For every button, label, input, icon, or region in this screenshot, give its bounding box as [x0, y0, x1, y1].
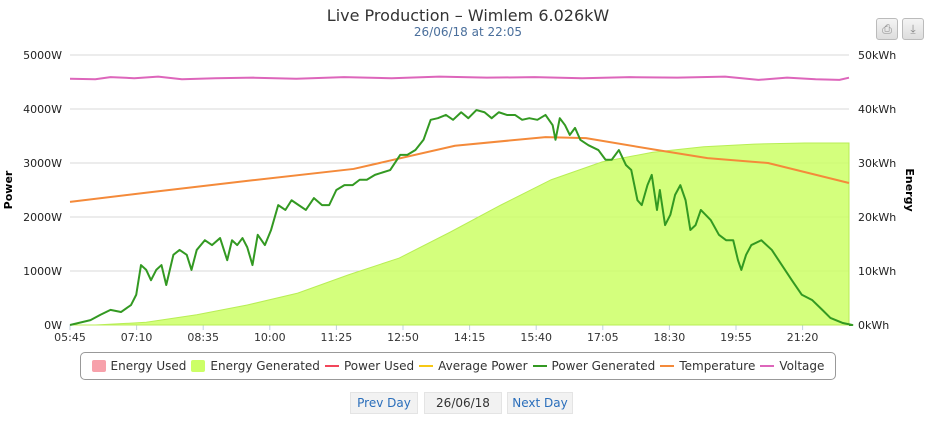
chart: 0W 0kWh 1000W 10kWh 2000W 20kWh 3000W 30kWh 4000…: [2, 49, 916, 344]
x-tick-label: 19:55: [720, 331, 752, 344]
y-tick-label: 1000W: [23, 265, 62, 278]
date-field[interactable]: 26/06/18: [424, 392, 502, 414]
legend-item[interactable]: Temperature: [660, 359, 755, 373]
y2-tick-label: 30kWh: [858, 157, 896, 170]
x-tick-label: 12:50: [387, 331, 419, 344]
energy-generated-area: [70, 142, 850, 326]
legend-symbol: [91, 360, 106, 372]
y-tick-label: 4000W: [23, 103, 62, 116]
print-button[interactable]: ⎙: [876, 18, 898, 40]
y2-axis-title: Energy: [903, 168, 916, 211]
y-tick-label: 3000W: [23, 157, 62, 170]
legend-label: Temperature: [679, 359, 756, 373]
legend-symbol: [660, 365, 675, 367]
x-tick-label: 10:00: [254, 331, 286, 344]
voltage-line: [69, 75, 850, 81]
legend-symbol: [532, 365, 547, 367]
download-icon: ⤓: [910, 22, 916, 36]
x-tick-label: 17:05: [587, 331, 619, 344]
x-tick-label: 11:25: [321, 331, 353, 344]
x-tick-label: 08:35: [187, 331, 219, 344]
x-tick-label: 18:30: [654, 331, 686, 344]
y2-tick-label: 40kWh: [858, 103, 896, 116]
x-tick-label: 21:20: [787, 331, 819, 344]
x-tick-label: 14:15: [454, 331, 486, 344]
download-button[interactable]: ⤓: [902, 18, 924, 40]
temperature-line: [69, 136, 850, 203]
y-tick-label: 5000W: [23, 49, 62, 62]
legend-item[interactable]: Power Used: [324, 359, 415, 373]
legend-label: Power Used: [343, 359, 415, 373]
legend: Energy Used Energy Generated Power Used Ave…: [80, 352, 836, 380]
y2-tick-label: 10kWh: [858, 265, 896, 278]
legend-item[interactable]: Energy Generated: [191, 359, 320, 373]
legend-symbol: [324, 365, 339, 367]
y-tick-label: 2000W: [23, 211, 62, 224]
legend-symbol: [760, 365, 775, 367]
chart-title: Live Production – Wimlem 6.026kW: [326, 6, 610, 25]
x-tick-label: 15:40: [520, 331, 552, 344]
legend-label: Energy Used: [110, 359, 187, 373]
legend-item[interactable]: Voltage: [760, 359, 824, 373]
x-tick-label: 07:10: [121, 331, 153, 344]
y2-tick-label: 50kWh: [858, 49, 896, 62]
legend-item[interactable]: Energy Used: [91, 359, 187, 373]
power-generated-line: [69, 109, 854, 326]
legend-symbol: [191, 360, 206, 372]
prev-day-button[interactable]: Prev Day: [350, 392, 418, 414]
next-day-button[interactable]: Next Day: [507, 392, 573, 414]
chart-subtitle: 26/06/18 at 22:05: [413, 25, 523, 39]
legend-label: Energy Generated: [210, 359, 320, 373]
legend-label: Power Generated: [551, 359, 656, 373]
x-tick-label: 05:45: [54, 331, 86, 344]
legend-item[interactable]: Power Generated: [532, 359, 656, 373]
print-icon: ⎙: [882, 22, 892, 36]
y2-tick-label: 0kWh: [858, 319, 889, 332]
legend-label: Average Power: [438, 359, 528, 373]
legend-symbol: [419, 365, 434, 367]
legend-item[interactable]: Average Power: [419, 359, 528, 373]
y-tick-label: 0W: [44, 319, 62, 332]
y-axis-title: Power: [2, 170, 15, 209]
legend-label: Voltage: [779, 359, 825, 373]
y2-tick-label: 20kWh: [858, 211, 896, 224]
